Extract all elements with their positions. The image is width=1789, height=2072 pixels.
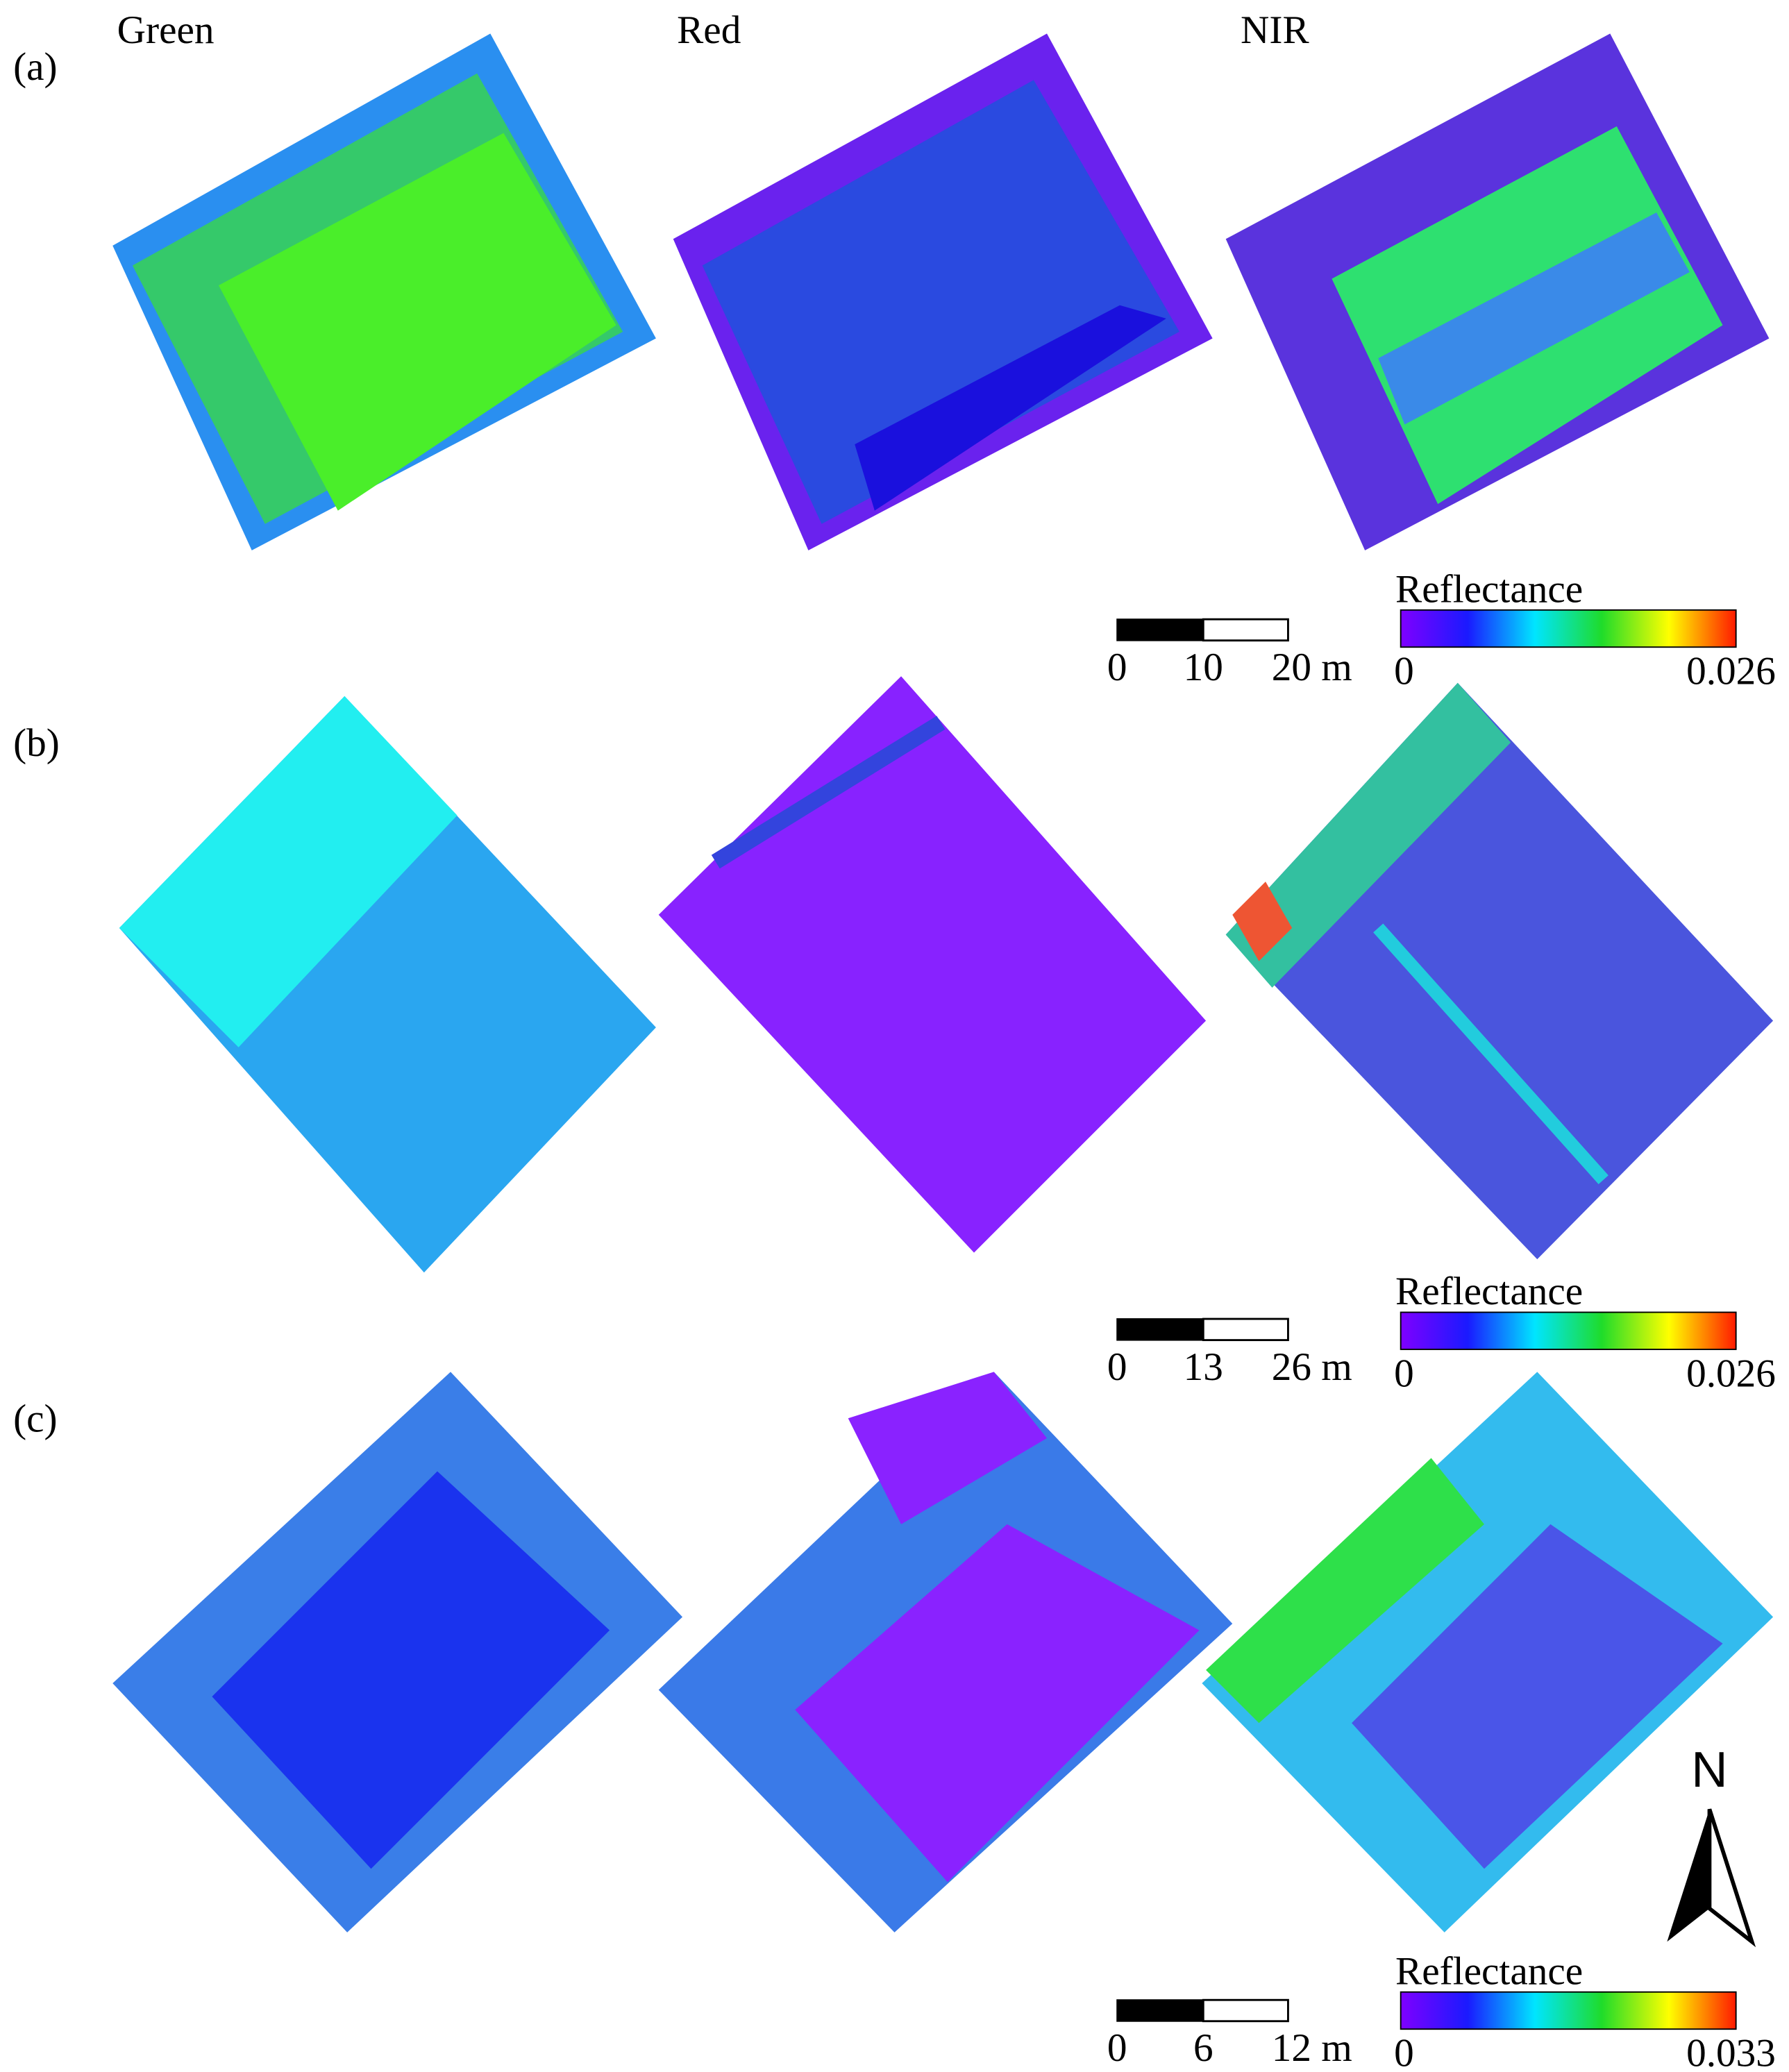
scale-bar-label: 0: [1107, 646, 1127, 689]
scale-bar-label: 13: [1184, 1345, 1223, 1389]
colorbar-max: 0.026: [1686, 1351, 1776, 1395]
scale-bar-label: 26 m: [1272, 1345, 1352, 1389]
map-field: [795, 1524, 1200, 1883]
panel-label: (c): [13, 1397, 58, 1440]
colorbar-title: Reflectance: [1395, 567, 1583, 611]
north-arrow-right: [1707, 1808, 1756, 1948]
map-field: [1206, 1458, 1484, 1724]
colorbar: [1400, 1991, 1737, 2030]
scale-bar-label: 12 m: [1272, 2026, 1352, 2070]
north-label: N: [1691, 1742, 1727, 1798]
column-header: Red: [677, 8, 741, 52]
colorbar-title: Reflectance: [1395, 1949, 1583, 1993]
panel-label: (b): [13, 721, 60, 765]
scale-bar-label: 10: [1184, 646, 1223, 689]
scale-bar-white: [1202, 1317, 1289, 1342]
column-header: NIR: [1241, 8, 1309, 52]
map-nir-b: [1225, 682, 1774, 1260]
map-field: [212, 1471, 610, 1869]
north-arrow-left: [1667, 1809, 1710, 1942]
map-field: [1373, 923, 1609, 1184]
colorbar: [1400, 609, 1737, 648]
scale-bar-black: [1116, 1999, 1204, 2022]
colorbar-max: 0.026: [1686, 650, 1776, 693]
scale-bar-label: 0: [1107, 1345, 1127, 1389]
scale-bar-black: [1116, 618, 1204, 641]
scale-bar-white: [1202, 618, 1289, 642]
map-field: [218, 133, 616, 511]
map-field: [1232, 882, 1293, 961]
map-field: [855, 305, 1166, 511]
scale-bar-label: 6: [1193, 2026, 1213, 2070]
north-arrow: N: [1667, 1742, 1756, 1948]
scale-bar-label: 20 m: [1272, 646, 1352, 689]
scale-bar-label: 0: [1107, 2026, 1127, 2070]
map-field: [119, 696, 457, 1047]
colorbar-title: Reflectance: [1395, 1270, 1583, 1313]
column-header: Green: [117, 8, 215, 52]
scale-bar-black: [1116, 1318, 1204, 1341]
colorbar-min: 0: [1394, 2032, 1414, 2072]
colorbar-min: 0: [1394, 1351, 1414, 1395]
maps: [112, 33, 1774, 1932]
colorbar-min: 0: [1394, 650, 1414, 693]
map-field: [711, 716, 946, 869]
colorbar: [1400, 1311, 1737, 1350]
map-red-b: [658, 676, 1207, 1253]
map-field: [1225, 682, 1511, 988]
colorbar-max: 0.033: [1686, 2032, 1776, 2072]
panel-label: (a): [13, 45, 58, 89]
scale-bar-white: [1202, 1998, 1289, 2023]
map-field: [848, 1372, 1048, 1524]
map-field: [702, 80, 1179, 524]
map-field: [1352, 1524, 1723, 1869]
map-field: [1378, 212, 1690, 425]
